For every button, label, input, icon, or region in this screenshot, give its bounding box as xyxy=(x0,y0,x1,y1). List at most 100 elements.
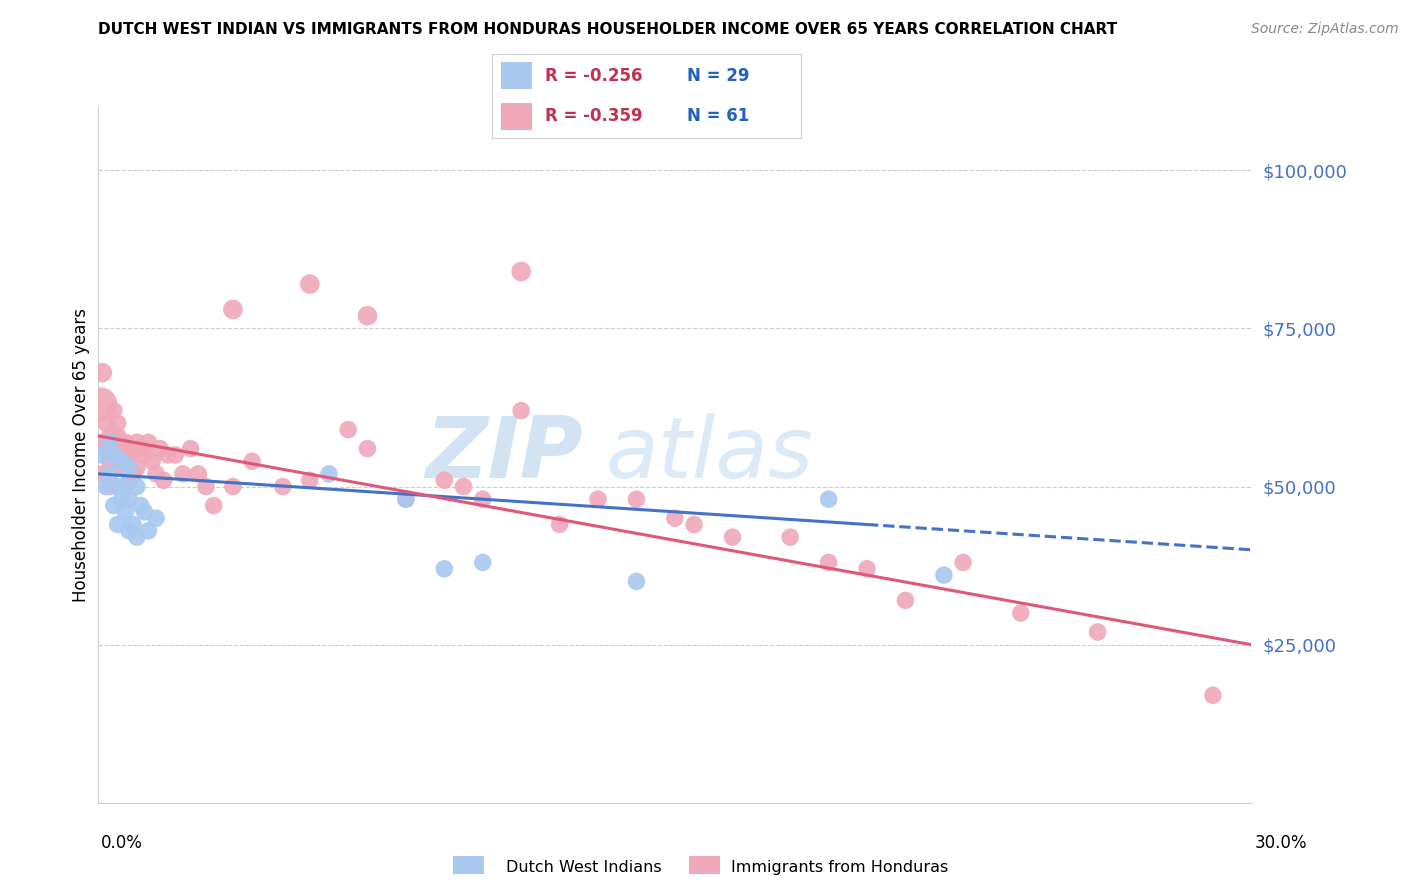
Point xyxy=(145,511,167,525)
Point xyxy=(98,467,121,481)
Point xyxy=(103,499,125,513)
Text: Dutch West Indians: Dutch West Indians xyxy=(506,860,662,874)
Point xyxy=(103,403,125,417)
Point xyxy=(118,473,141,487)
Point xyxy=(98,479,121,493)
Text: 0.0%: 0.0% xyxy=(101,834,143,852)
Point xyxy=(932,568,955,582)
Text: Source: ZipAtlas.com: Source: ZipAtlas.com xyxy=(1251,22,1399,37)
Point xyxy=(94,479,117,493)
Point xyxy=(298,473,321,487)
Point xyxy=(118,492,141,507)
Point xyxy=(103,442,125,456)
Point xyxy=(433,562,456,576)
Point xyxy=(149,442,172,456)
Point xyxy=(118,448,141,462)
Point xyxy=(721,530,744,544)
Point xyxy=(107,479,129,493)
Point xyxy=(318,467,340,481)
Point xyxy=(165,448,187,462)
Point xyxy=(894,593,917,607)
Point xyxy=(125,460,148,475)
Point xyxy=(110,435,132,450)
Point xyxy=(471,492,494,507)
Point xyxy=(817,492,839,507)
Text: N = 61: N = 61 xyxy=(688,107,749,125)
Point xyxy=(91,435,114,450)
Point xyxy=(1010,606,1032,620)
Point xyxy=(125,435,148,450)
Point xyxy=(453,479,475,493)
Point xyxy=(107,517,129,532)
Point xyxy=(510,403,533,417)
Point xyxy=(114,479,136,493)
Point xyxy=(122,467,145,481)
Point xyxy=(129,499,152,513)
Point xyxy=(134,505,156,519)
Point xyxy=(98,429,121,443)
Point xyxy=(626,492,648,507)
Text: DUTCH WEST INDIAN VS IMMIGRANTS FROM HONDURAS HOUSEHOLDER INCOME OVER 65 YEARS C: DUTCH WEST INDIAN VS IMMIGRANTS FROM HON… xyxy=(98,22,1118,37)
Text: atlas: atlas xyxy=(606,413,814,497)
Point xyxy=(683,517,706,532)
Point xyxy=(125,479,148,493)
Point xyxy=(138,435,160,450)
Point xyxy=(114,435,136,450)
Point xyxy=(395,492,418,507)
Point xyxy=(98,435,121,450)
Point xyxy=(433,473,456,487)
Point xyxy=(122,517,145,532)
Point xyxy=(89,397,111,411)
Point xyxy=(110,492,132,507)
Point xyxy=(122,442,145,456)
Text: R = -0.359: R = -0.359 xyxy=(544,107,643,125)
Point xyxy=(664,511,686,525)
Y-axis label: Householder Income Over 65 years: Householder Income Over 65 years xyxy=(72,308,90,602)
Point xyxy=(779,530,801,544)
Point xyxy=(91,448,114,462)
Point xyxy=(118,460,141,475)
Point xyxy=(356,309,378,323)
Bar xyxy=(502,103,533,130)
Text: R = -0.256: R = -0.256 xyxy=(544,67,643,85)
Point xyxy=(156,448,179,462)
Point xyxy=(110,460,132,475)
Point xyxy=(1087,625,1109,640)
Point xyxy=(152,473,174,487)
Point xyxy=(129,442,152,456)
Point xyxy=(103,448,125,462)
Point xyxy=(271,479,294,493)
Text: ZIP: ZIP xyxy=(425,413,582,497)
Text: Immigrants from Honduras: Immigrants from Honduras xyxy=(731,860,949,874)
Text: 30.0%: 30.0% xyxy=(1256,834,1308,852)
Point xyxy=(91,467,114,481)
Point xyxy=(222,302,245,317)
Point xyxy=(125,530,148,544)
Point xyxy=(98,454,121,468)
Point xyxy=(94,442,117,456)
Point xyxy=(586,492,609,507)
Point xyxy=(94,417,117,431)
Point xyxy=(141,454,163,468)
Point xyxy=(626,574,648,589)
Point xyxy=(298,277,321,292)
Point xyxy=(952,556,974,570)
Point xyxy=(337,423,360,437)
Point xyxy=(110,454,132,468)
Point xyxy=(91,366,114,380)
Point xyxy=(817,556,839,570)
Point xyxy=(548,517,571,532)
Point xyxy=(172,467,194,481)
Point xyxy=(195,479,218,493)
Text: N = 29: N = 29 xyxy=(688,67,749,85)
Bar xyxy=(502,62,533,89)
Point xyxy=(134,448,156,462)
Point xyxy=(240,454,263,468)
Point xyxy=(471,556,494,570)
Point xyxy=(510,264,533,278)
Point xyxy=(107,448,129,462)
Point xyxy=(222,479,245,493)
Point xyxy=(107,429,129,443)
Point xyxy=(145,467,167,481)
Point xyxy=(180,442,202,456)
